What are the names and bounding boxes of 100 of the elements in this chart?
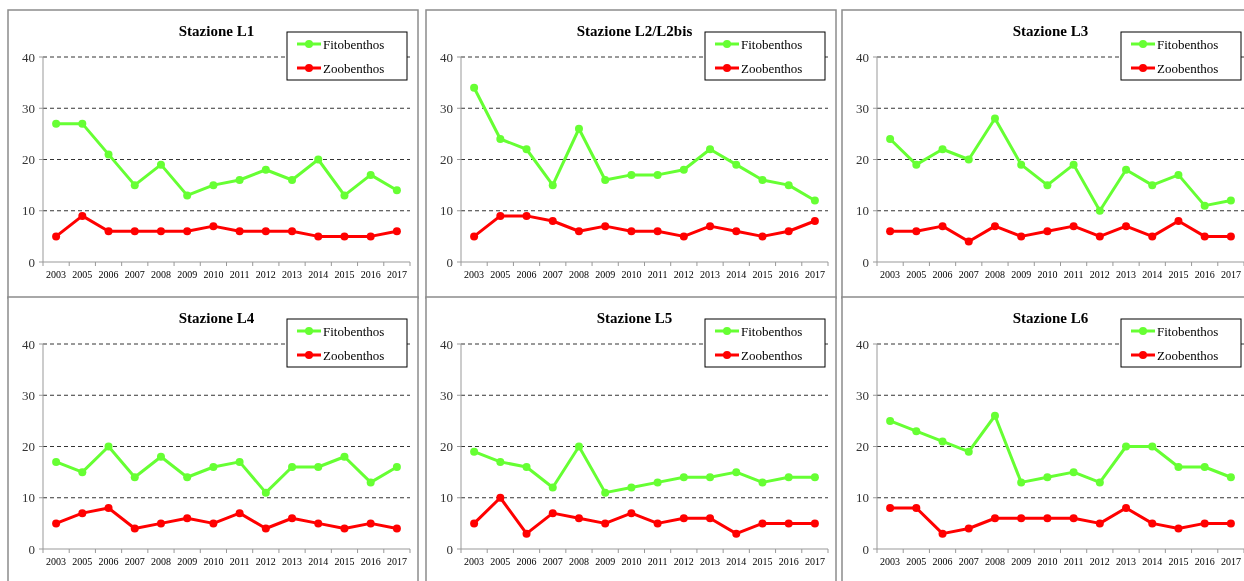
y-tick-label: 40	[440, 49, 453, 65]
point	[1069, 222, 1078, 231]
x-tick-label: 2012	[673, 556, 694, 567]
point	[601, 222, 610, 231]
chart-title: Stazione L2/L2bis	[576, 23, 693, 39]
chart-title: Stazione L4	[178, 310, 255, 326]
point	[340, 232, 349, 241]
point	[314, 463, 323, 471]
x-tick-label: 2009	[177, 269, 198, 280]
point	[1095, 232, 1104, 241]
point	[104, 504, 113, 512]
point	[990, 411, 999, 420]
point	[810, 196, 819, 205]
point	[912, 504, 921, 512]
point	[1148, 181, 1157, 190]
point	[130, 181, 139, 190]
y-tick-label: 30	[440, 100, 453, 116]
x-tick-label: 2011	[647, 556, 668, 567]
x-tick-label: 2017	[386, 269, 407, 280]
point	[964, 155, 973, 164]
x-tick-label: 2009	[177, 556, 198, 567]
point	[1069, 514, 1078, 523]
x-tick-label: 2008	[568, 556, 589, 567]
x-tick-label: 2011	[229, 269, 250, 280]
point	[706, 222, 715, 231]
point	[732, 160, 741, 169]
point	[1226, 519, 1235, 528]
point	[340, 191, 349, 200]
x-tick-label: 2016	[360, 556, 381, 567]
point	[366, 519, 375, 528]
y-tick-label: 10	[440, 203, 453, 219]
y-tick-label: 10	[856, 203, 869, 219]
y-tick-label: 20	[856, 152, 869, 168]
chart-title: Stazione L6	[1012, 310, 1089, 326]
point	[288, 514, 297, 523]
point	[706, 145, 715, 154]
point	[627, 227, 636, 236]
point	[496, 211, 505, 220]
point	[574, 227, 583, 236]
point	[574, 514, 583, 523]
x-tick-label: 2006	[516, 269, 537, 280]
point	[732, 468, 741, 477]
legend-label: Zoobenthos	[741, 60, 803, 76]
point	[679, 165, 688, 174]
x-tick-label: 2007	[124, 269, 145, 280]
point	[886, 227, 895, 236]
point	[886, 416, 895, 425]
point	[886, 504, 895, 512]
legend-label: Zoobenthos	[323, 347, 385, 363]
point	[470, 232, 479, 241]
point	[1148, 232, 1157, 241]
x-tick-label: 2009	[1011, 556, 1032, 567]
x-tick-label: 2007	[542, 269, 563, 280]
point	[1069, 160, 1078, 169]
point	[470, 519, 479, 528]
x-tick-label: 2013	[1116, 269, 1137, 280]
point	[706, 473, 715, 482]
x-tick-label: 2013	[282, 556, 303, 567]
point	[261, 488, 270, 497]
point	[1174, 463, 1183, 471]
point	[784, 473, 793, 482]
point	[784, 181, 793, 190]
point	[78, 211, 87, 220]
point	[912, 227, 921, 236]
chart-title: Stazione L3	[1012, 23, 1089, 39]
legend-label: Fitobenthos	[323, 323, 385, 339]
x-tick-label: 2010	[621, 269, 642, 280]
point	[470, 83, 479, 92]
point	[627, 170, 636, 179]
point	[288, 176, 297, 184]
point	[548, 217, 557, 225]
point	[1095, 519, 1104, 528]
point	[1226, 232, 1235, 241]
point	[706, 514, 715, 523]
point	[627, 483, 636, 492]
point	[784, 519, 793, 528]
legend-label: Zoobenthos	[323, 60, 385, 76]
x-tick-label: 2016	[1194, 556, 1215, 567]
x-tick-label: 2014	[1142, 269, 1163, 280]
point	[522, 211, 531, 220]
point	[52, 119, 61, 128]
point	[653, 170, 662, 179]
point	[366, 170, 375, 179]
point	[1017, 232, 1026, 241]
y-tick-label: 20	[22, 152, 35, 168]
x-tick-label: 2017	[804, 269, 825, 280]
x-tick-label: 2005	[490, 556, 511, 567]
point	[732, 529, 741, 538]
point	[78, 509, 87, 518]
x-tick-label: 2005	[72, 269, 93, 280]
point	[758, 519, 767, 528]
point	[1095, 206, 1104, 215]
point	[1043, 227, 1052, 236]
x-tick-label: 2012	[255, 556, 276, 567]
point	[732, 227, 741, 236]
point	[886, 135, 895, 143]
point	[52, 457, 61, 466]
point	[938, 222, 947, 231]
x-tick-label: 2017	[1220, 556, 1241, 567]
x-tick-label: 2010	[621, 556, 642, 567]
